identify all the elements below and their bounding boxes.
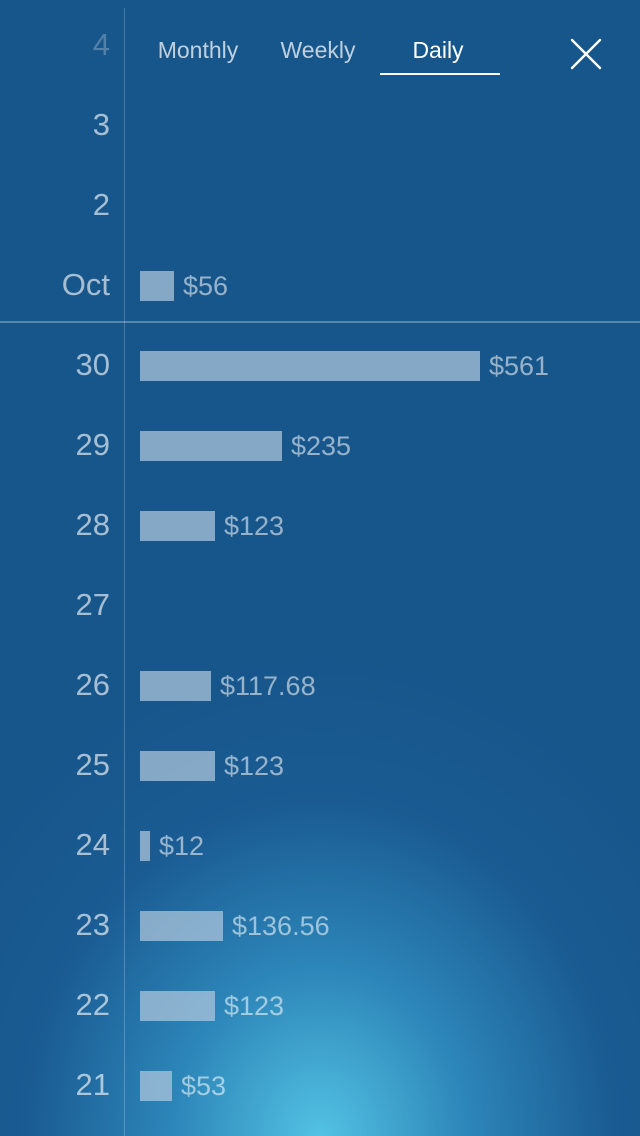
spending-bar[interactable] <box>140 351 480 381</box>
spending-bar[interactable] <box>140 991 215 1021</box>
amount-label: $12 <box>159 831 205 861</box>
tab-daily[interactable]: Daily <box>412 37 464 63</box>
date-label: 24 <box>75 827 110 862</box>
tab-weekly[interactable]: Weekly <box>280 37 356 63</box>
date-label: 21 <box>75 1067 110 1102</box>
spending-bar[interactable] <box>140 271 174 301</box>
date-label: 2 <box>92 187 110 222</box>
spending-bar[interactable] <box>140 831 150 861</box>
axis-divider <box>124 8 125 1136</box>
amount-label: $561 <box>489 351 550 381</box>
spending-bar[interactable] <box>140 911 223 941</box>
date-label: 25 <box>75 747 110 782</box>
date-label: 30 <box>75 347 110 382</box>
date-label: 26 <box>75 667 110 702</box>
date-label: Oct <box>61 267 110 302</box>
date-label: 22 <box>75 987 110 1022</box>
amount-label: $53 <box>181 1071 227 1101</box>
spending-bar[interactable] <box>140 511 215 541</box>
amount-label: $136.56 <box>232 911 330 941</box>
amount-label: $123 <box>224 511 285 541</box>
amount-label: $123 <box>224 751 285 781</box>
amount-label: $117.68 <box>220 671 316 701</box>
spending-bar[interactable] <box>140 671 211 701</box>
date-label: 3 <box>92 107 110 142</box>
spending-bar[interactable] <box>140 1071 172 1101</box>
date-label: 4 <box>92 27 110 62</box>
date-label: 23 <box>75 907 110 942</box>
date-label: 29 <box>75 427 110 462</box>
month-divider <box>0 321 640 323</box>
amount-label: $123 <box>224 991 285 1021</box>
amount-label: $56 <box>183 271 229 301</box>
date-label: 28 <box>75 507 110 542</box>
tab-monthly[interactable]: Monthly <box>157 37 239 63</box>
active-tab-indicator <box>380 73 500 75</box>
spending-bar[interactable] <box>140 751 215 781</box>
close-button[interactable] <box>566 34 606 74</box>
amount-label: $235 <box>291 431 352 461</box>
close-icon <box>570 38 602 70</box>
date-label: 27 <box>75 587 110 622</box>
spending-bar[interactable] <box>140 431 282 461</box>
